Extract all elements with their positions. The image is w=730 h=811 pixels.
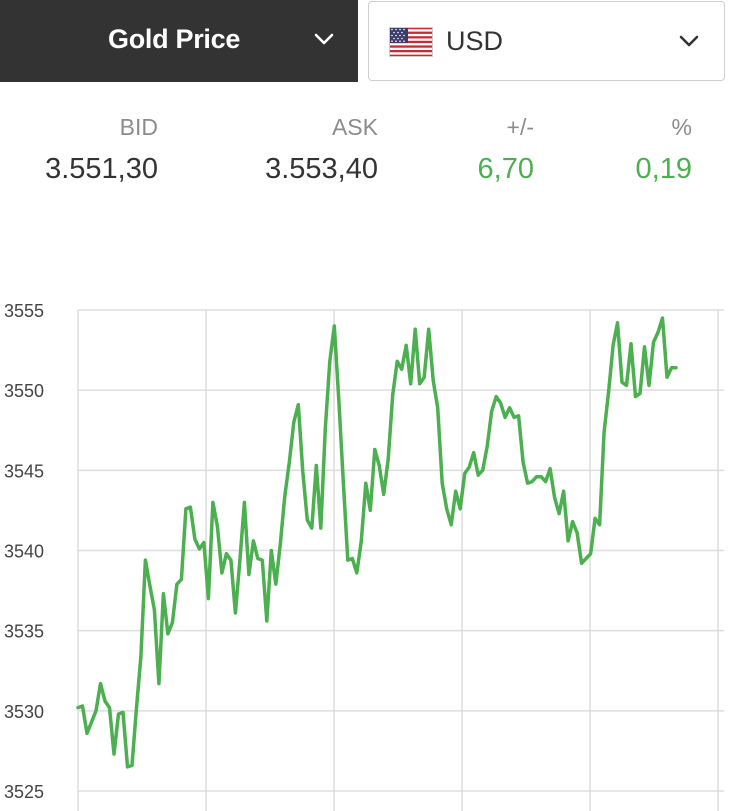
currency-select-label: USD: [446, 26, 504, 56]
y-tick-label: 3545: [4, 461, 44, 481]
y-tick-label: 3535: [4, 622, 44, 642]
product-select[interactable]: Gold Price: [0, 0, 358, 82]
percent-value: 0,19: [635, 153, 692, 185]
y-axis-ticks: 3525 3530 3535 3540 3545 3550 3555: [4, 301, 44, 802]
us-flag-icon: [389, 27, 433, 57]
percent-label: %: [671, 114, 692, 140]
bid-value: 3.551,30: [45, 153, 158, 185]
quote-bid: BID 3.551,30: [0, 110, 158, 188]
currency-select[interactable]: USD: [368, 1, 725, 81]
bid-label: BID: [119, 114, 158, 140]
y-tick-label: 3530: [4, 702, 44, 722]
change-value: 6,70: [477, 153, 534, 185]
ask-value: 3.553,40: [265, 153, 378, 185]
y-tick-label: 3540: [4, 542, 44, 562]
series-line: [76, 316, 678, 769]
change-label: +/-: [506, 114, 534, 140]
y-tick-label: 3525: [4, 782, 44, 802]
chart-grid: [77, 309, 724, 811]
chevron-down-icon: [679, 35, 699, 47]
y-tick-label: 3555: [4, 301, 44, 321]
quote-ask: ASK 3.553,40: [200, 110, 378, 188]
quote-change: +/- 6,70: [420, 110, 534, 188]
product-select-label: Gold Price: [108, 24, 241, 54]
chart-series: [76, 316, 678, 769]
price-chart: 3525 3530 3535 3540 3545 3550 3555: [4, 301, 724, 811]
y-tick-label: 3550: [4, 381, 44, 401]
ask-label: ASK: [331, 114, 378, 140]
topbar: Gold Price USD: [0, 0, 730, 84]
chevron-down-icon: [314, 33, 334, 45]
quote-percent: % 0,19: [580, 110, 692, 188]
